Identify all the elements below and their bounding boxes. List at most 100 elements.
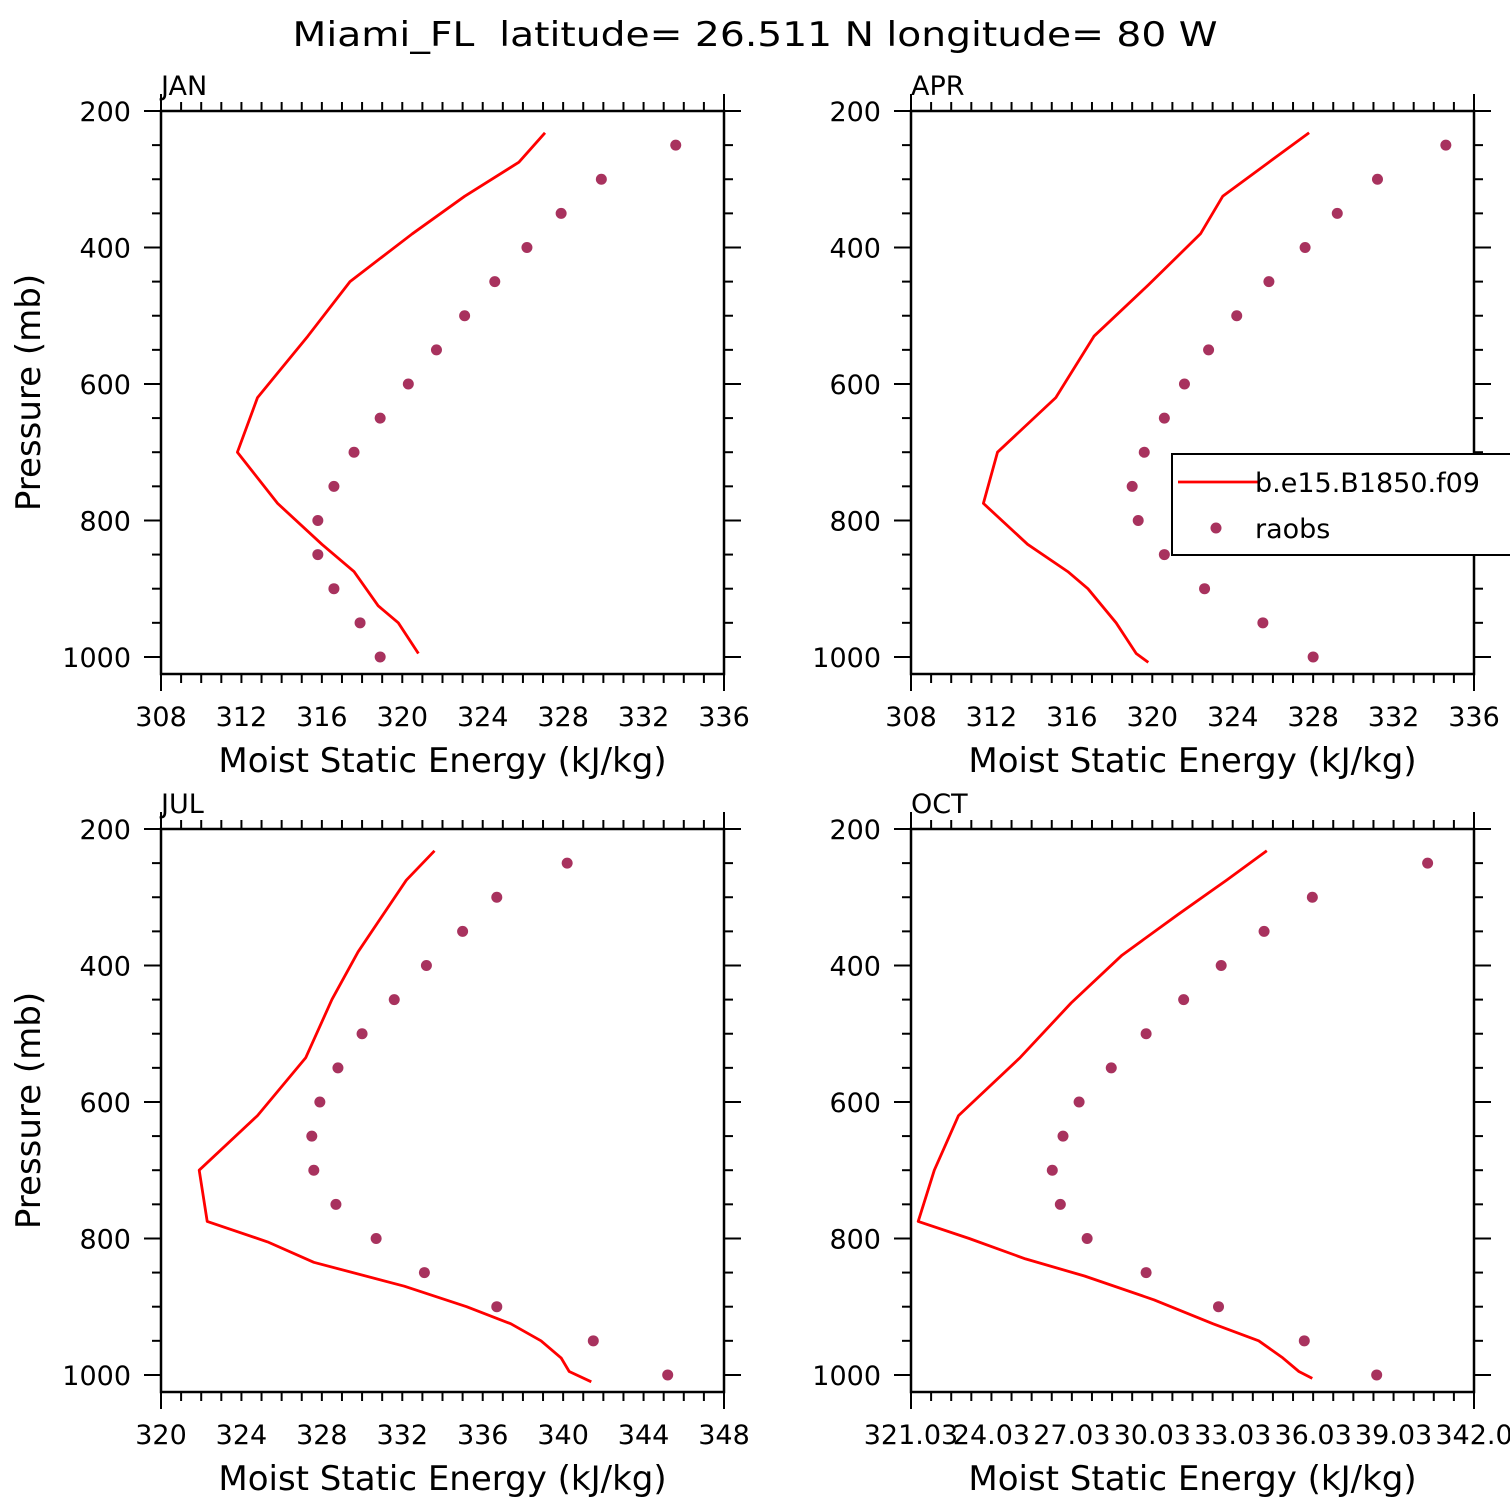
chart-1-xtick-label: 308 [885, 702, 937, 733]
chart-0-raobs-point [328, 583, 340, 595]
chart-0-xtick-label: 320 [377, 702, 429, 733]
chart-0-raobs-point [459, 310, 471, 322]
chart-1-raobs-point [1371, 173, 1383, 185]
chart-0-raobs-point [312, 549, 324, 561]
chart-2-ytick-label: 800 [79, 1224, 131, 1255]
chart-3-raobs-point [1140, 1028, 1152, 1040]
chart-0-ylabel: Pressure (mb) [9, 274, 49, 511]
chart-2-ytick-label: 400 [79, 951, 131, 982]
chart-1-raobs-point [1263, 276, 1275, 288]
chart-0-raobs-point [348, 446, 360, 458]
figure-title: Miami_FL latitude= 26.511 N longitude= 8… [293, 15, 1218, 55]
chart-3-xtick-label: 342.0 [1435, 1420, 1510, 1451]
chart-1-raobs-point [1307, 651, 1319, 663]
chart-1-xtick-label: 324 [1207, 702, 1259, 733]
chart-0-xtick-label: 336 [698, 702, 750, 733]
chart-3-raobs-point [1105, 1062, 1117, 1074]
chart-3-ytick-label: 1000 [812, 1361, 881, 1392]
chart-3-xlabel: Moist Static Energy (kJ/kg) [968, 1459, 1416, 1499]
chart-2-raobs-point [314, 1096, 326, 1108]
chart-1-ytick-label: 600 [829, 370, 881, 401]
chart-2-raobs-point [491, 1301, 503, 1313]
chart-1-raobs-point [1158, 549, 1170, 561]
chart-2-raobs-point [662, 1369, 674, 1381]
chart-0-xtick-label: 308 [135, 702, 187, 733]
chart-3-xtick-label: 39.03 [1355, 1420, 1432, 1451]
chart-3-raobs-point [1140, 1267, 1152, 1279]
chart-2-ytick-label: 600 [79, 1088, 131, 1119]
chart-1-ytick-label: 200 [829, 97, 881, 128]
chart-1-raobs-point [1199, 583, 1211, 595]
chart-3-model-line [916, 849, 1313, 1380]
chart-0-xtick-label: 328 [537, 702, 589, 733]
chart-3-raobs-point [1422, 857, 1434, 869]
chart-0-raobs-point [489, 276, 501, 288]
chart-2-plot-area [197, 849, 674, 1384]
chart-2-raobs-point [308, 1164, 320, 1176]
chart-3-raobs-point [1054, 1198, 1066, 1210]
chart-3-xtick-label: 321.03 [864, 1420, 958, 1451]
legend-raobs-swatch [1210, 522, 1222, 534]
chart-2-title: JUL [159, 789, 204, 820]
chart-2-raobs-point [587, 1335, 599, 1347]
chart-3-raobs-point [1371, 1369, 1383, 1381]
chart-0-raobs-point [328, 480, 340, 492]
chart-3-raobs-point [1057, 1130, 1069, 1142]
chart-0-title: JAN [159, 71, 207, 102]
chart-0-ytick-label: 800 [79, 506, 131, 537]
chart-3-xtick-label: 27.03 [1033, 1420, 1110, 1451]
chart-2-raobs-point [356, 1028, 368, 1040]
chart-1-raobs-point [1257, 617, 1269, 629]
chart-0-ytick-label: 1000 [62, 643, 131, 674]
chart-1-xtick-label: 312 [966, 702, 1018, 733]
chart-2-xtick-label: 348 [698, 1420, 750, 1451]
chart-1-title: APR [911, 71, 965, 102]
chart-1-raobs-point [1203, 344, 1215, 356]
chart-0-xtick-label: 332 [618, 702, 670, 733]
chart-0-raobs-point [670, 139, 682, 151]
chart-0-raobs-point [374, 412, 386, 424]
chart-3-xtick-label: 30.03 [1114, 1420, 1191, 1451]
chart-1-raobs-point [1178, 378, 1190, 390]
legend-box [1171, 453, 1510, 556]
chart-2-raobs-point [457, 925, 469, 937]
chart-2-raobs-point [420, 959, 432, 971]
chart-0-plot-area [235, 131, 682, 663]
chart-1-ytick-label: 400 [829, 233, 881, 264]
chart-0-xtick-label: 324 [457, 702, 509, 733]
chart-1-ytick-label: 1000 [812, 643, 881, 674]
chart-1-raobs-point [1158, 412, 1170, 424]
chart-1-xtick-label: 320 [1127, 702, 1179, 733]
chart-2-raobs-point [370, 1232, 382, 1244]
chart-0-model-line [235, 131, 547, 655]
chart-3-title: OCT [911, 789, 968, 820]
chart-3-raobs-point [1306, 891, 1318, 903]
chart-1-raobs-point [1299, 241, 1311, 253]
chart-3-raobs-point [1213, 1301, 1225, 1313]
chart-3-raobs-point [1258, 925, 1270, 937]
chart-3-raobs-point [1298, 1335, 1310, 1347]
chart-1-raobs-point [1331, 207, 1343, 219]
chart-2-raobs-point [306, 1130, 318, 1142]
chart-1-xtick-label: 316 [1046, 702, 1098, 733]
chart-3-xtick-label: 33.03 [1194, 1420, 1271, 1451]
chart-3-raobs-point [1215, 959, 1227, 971]
chart-3-raobs-point [1073, 1096, 1085, 1108]
chart-0-ytick-label: 600 [79, 370, 131, 401]
chart-2-raobs-point [388, 994, 400, 1006]
chart-2-xtick-label: 332 [377, 1420, 429, 1451]
chart-0-raobs-point [374, 651, 386, 663]
chart-0-ytick-label: 200 [79, 97, 131, 128]
chart-1-xlabel: Moist Static Energy (kJ/kg) [968, 741, 1416, 781]
chart-2-raobs-point [491, 891, 503, 903]
chart-3-raobs-point [1081, 1232, 1093, 1244]
chart-3-plot-area [916, 849, 1434, 1381]
chart-0-raobs-point [555, 207, 567, 219]
chart-2-xtick-label: 336 [457, 1420, 509, 1451]
chart-1-xtick-label: 332 [1368, 702, 1420, 733]
chart-2-ytick-label: 1000 [62, 1361, 131, 1392]
